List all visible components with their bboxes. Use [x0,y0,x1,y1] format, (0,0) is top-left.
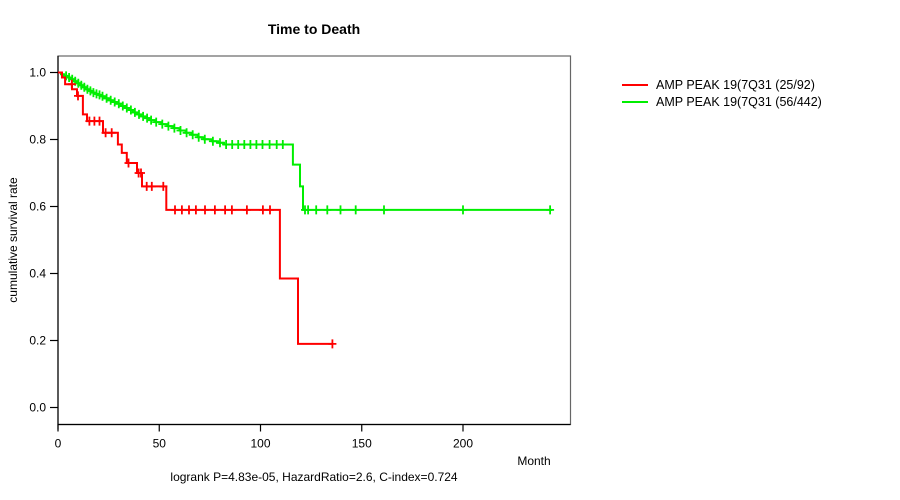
survival-curve [58,71,553,211]
y-tick-label: 0.2 [29,334,46,348]
censor-mark [242,205,251,215]
censor-mark [546,205,555,215]
censor-mark [159,181,168,191]
censor-mark [137,168,145,178]
censor-mark [208,136,217,146]
censor-mark [265,140,274,149]
censor-mark [124,158,133,168]
censor-mark [201,205,209,215]
censor-mark [130,107,139,117]
censor-mark [185,205,193,215]
censor-mark [351,205,360,215]
x-tick-label: 200 [453,437,473,451]
censor-mark [380,205,388,215]
legend-item-red: AMP PEAK 19(7Q31 (25/92) [622,78,822,92]
censor-mark [323,205,332,215]
y-tick-label: 0.6 [29,200,46,214]
censor-mark [74,91,82,101]
legend-label-red: AMP PEAK 19(7Q31 (25/92) [656,78,815,92]
censor-mark [221,205,230,215]
censor-mark [328,339,337,349]
censor-mark [177,205,186,215]
censor-mark [152,117,161,127]
censor-mark [67,79,76,89]
stats-caption: logrank P=4.83e-05, HazardRatio=2.6, C-i… [170,470,458,484]
censor-mark [312,205,321,215]
legend-item-green: AMP PEAK 19(7Q31 (56/442) [622,95,822,109]
censor-mark [459,205,467,215]
legend: AMP PEAK 19(7Q31 (25/92) AMP PEAK 19(7Q3… [622,78,822,109]
censor-mark [191,205,200,215]
chart-title: Time to Death [267,21,361,37]
censor-mark [147,181,156,191]
censor-mark [164,121,173,131]
censor-mark [216,138,224,148]
censor-mark [176,126,185,135]
censor-mark [170,123,179,133]
y-tick-label: 0.8 [29,133,46,147]
censor-mark [122,103,131,113]
x-tick-label: 50 [153,437,167,451]
censor-mark [194,132,203,142]
censor-mark [200,134,209,144]
censor-mark [158,119,167,129]
legend-line-red [622,84,648,86]
legend-line-green [622,101,648,103]
censor-mark [266,205,274,215]
censor-mark [110,97,119,107]
x-tick-label: 100 [250,437,270,451]
censor-mark [188,130,197,140]
y-tick-label: 0.0 [29,401,46,415]
y-axis-title: cumulative survival rate [6,177,20,303]
censor-mark [336,205,345,215]
x-axis-title: Month [517,454,551,468]
legend-label-green: AMP PEAK 19(7Q31 (56/442) [656,95,822,109]
censor-mark [258,140,267,149]
censor-mark [171,205,179,215]
censor-mark [135,109,143,119]
x-tick-label: 150 [352,437,372,451]
censor-mark [278,140,287,149]
censor-mark [258,205,267,215]
censor-mark [106,95,115,105]
censor-mark [107,128,116,138]
censor-mark [139,111,148,121]
censor-mark [98,91,107,101]
censor-mark [147,115,156,125]
censor-mark [143,113,152,123]
censor-mark [182,128,191,138]
y-tick-label: 0.4 [29,267,46,281]
censor-mark [118,101,127,111]
censor-mark [95,116,104,126]
censor-mark [102,93,111,103]
censor-mark [304,205,313,215]
x-tick-label: 0 [55,437,62,451]
y-tick-label: 1.0 [29,66,46,80]
censor-mark [227,205,236,215]
censor-mark [210,205,219,215]
